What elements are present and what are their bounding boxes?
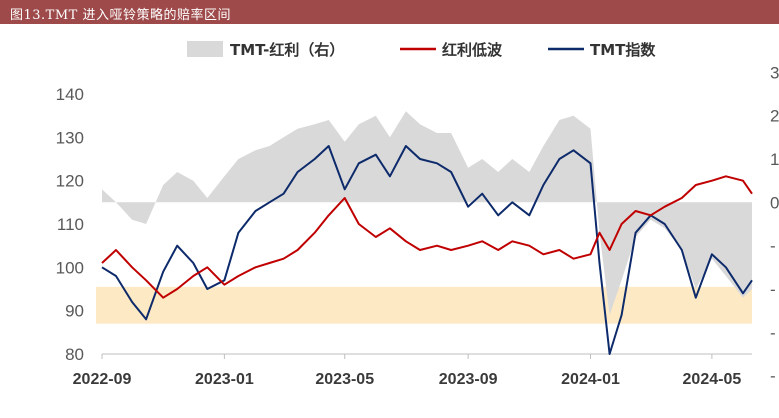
legend-swatch-area [187,41,223,57]
y-right-tick-5: - [770,280,776,299]
y-left-tick-0: 80 [65,345,84,364]
legend-label-tmt: TMT指数 [590,41,656,59]
highlight-band [96,286,752,324]
y-right-tick-4: - [770,237,776,256]
x-tick-3: 2023-09 [439,371,498,388]
figure-title-banner: 图13.TMT 进入哑铃策略的赔率区间 [0,0,779,24]
y-right-tick-0: 3 [770,63,779,82]
figure-title: 图13.TMT 进入哑铃策略的赔率区间 [10,8,231,23]
y-right-tick-3: 0 [770,193,779,212]
x-tick-5: 2024-05 [683,371,742,388]
legend: TMT-红利（右） 红利低波 TMT指数 [187,41,656,59]
y-left-tick-5: 130 [56,128,84,147]
x-tick-4: 2024-01 [561,371,620,388]
y-right-tick-1: 2 [770,107,779,126]
y-left-tick-6: 140 [56,85,84,104]
y-right-tick-6: - [770,323,776,342]
y-right-tick-7: - [770,367,776,386]
y-left-tick-4: 120 [56,172,84,191]
series-line-tmt-index [101,145,753,355]
plot-area: 80 90 100 110 120 130 140 3 2 1 0 - - - - 2022-09 2023-0… [56,63,779,388]
x-tick-2: 2023-05 [315,371,374,388]
x-tick-1: 2023-01 [195,371,254,388]
chart-svg: TMT-红利（右） 红利低波 TMT指数 8090100110120130140… [56,41,779,388]
legend-label-area: TMT-红利（右） [230,41,344,59]
legend-label-dividend: 红利低波 [442,41,503,59]
series-line-dividend-low-vol [101,175,753,299]
y-left-tick-1: 90 [65,302,84,321]
y-right-tick-2: 1 [770,150,779,169]
y-left-tick-2: 100 [56,258,84,277]
x-tick-0: 2022-09 [73,371,132,388]
y-left-tick-3: 110 [57,215,84,234]
